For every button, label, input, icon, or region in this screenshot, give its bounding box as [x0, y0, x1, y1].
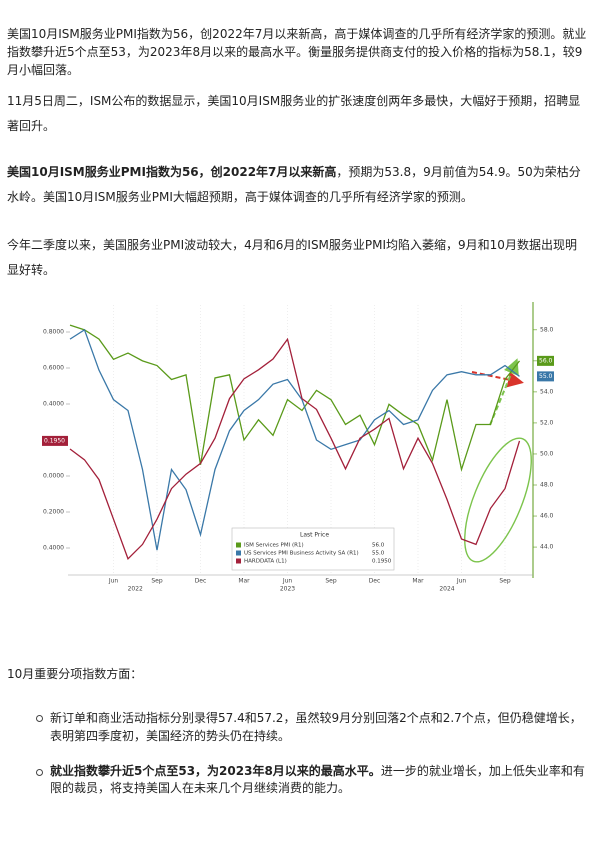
y-tick-label: 0.0000: [43, 473, 64, 480]
last-value-label: 55.0: [539, 373, 553, 380]
list-item: 就业指数攀升近5个点至53，为2023年8月以来的最高水平。进一步的就业增长，加…: [50, 763, 585, 797]
legend-title: Last Price: [300, 532, 329, 539]
x-tick-label: Mar: [238, 578, 250, 585]
y2-tick-label: 48.0: [540, 482, 554, 489]
series-line: [69, 337, 521, 560]
x-tick-label: Dec: [195, 578, 207, 585]
x-tick-label: Jun: [108, 578, 119, 585]
y2-tick-label: 50.0: [540, 450, 554, 457]
y2-tick-label: 52.0: [540, 419, 554, 426]
last-value-label: 56.0: [539, 357, 553, 364]
y-tick-label: 0.6000: [43, 365, 64, 372]
y2-tick-label: 46.0: [540, 513, 554, 520]
last-value-label: 0.1950: [44, 437, 65, 444]
x-tick-label: Jun: [456, 578, 467, 585]
legend-value: 0.1950: [372, 559, 392, 565]
arrow: [471, 371, 524, 388]
last-value-tag: [537, 355, 554, 366]
paragraph: 今年二季度以来，美国服务业PMI波动较大，4月和6月的ISM服务业PMI均陷入萎…: [7, 238, 577, 277]
last-value-tag: [537, 371, 554, 382]
y-tick-label: 0.4000: [43, 401, 64, 408]
year-label: 2024: [439, 586, 454, 593]
y2-tick-label: 54.0: [540, 388, 554, 395]
x-tick-label: Sep: [151, 578, 163, 585]
year-label: 2022: [128, 586, 143, 593]
legend-swatch: [236, 542, 241, 548]
legend-value: 55.0: [372, 551, 385, 557]
bold-text: 美国10月ISM服务业PMI指数为56，创2022年7月以来新高: [7, 165, 337, 179]
paragraph: 美国10月ISM服务业PMI指数为56，创2022年7月以来新高，高于媒体调查的…: [7, 27, 587, 77]
y2-tick-label: 44.0: [540, 544, 554, 551]
list-item: 新订单和商业活动指标分别录得57.4和57.2，虽然较9月分别回落2个点和2.7…: [50, 711, 582, 743]
legend-label: ISM Services PMI (R1): [244, 543, 304, 549]
y-tick-label: 0.4000: [43, 545, 64, 552]
legend-label: US Services PMI Business Activity SA (R1…: [244, 551, 359, 557]
legend-swatch: [236, 558, 241, 564]
paragraph: 11月5日周二，ISM公布的数据显示，美国10月ISM服务业的扩张速度创两年多最…: [7, 94, 581, 133]
bullet: [36, 769, 43, 776]
chart: 0.8000 0.6000 0.4000 0.0000 0.2000 0.4000 58.0…: [40, 298, 555, 598]
year-label: 2023: [280, 586, 295, 593]
x-tick-label: Sep: [499, 578, 511, 585]
legend-label: HARDDATA (L1): [244, 559, 287, 565]
last-value-tag: [42, 435, 68, 446]
x-tick-label: Dec: [369, 578, 381, 585]
x-tick-label: Sep: [325, 578, 337, 585]
legend-swatch: [236, 550, 241, 556]
x-tick-label: Jun: [282, 578, 293, 585]
y2-tick-label: 58.0: [540, 326, 554, 333]
bold-text: 就业指数攀升近5个点至53，为2023年8月以来的最高水平。: [50, 764, 381, 778]
legend-value: 56.0: [372, 543, 385, 549]
series-line: [69, 328, 520, 551]
y-tick-label: 0.8000: [43, 329, 64, 336]
legend-box: [231, 527, 395, 571]
bullet: [36, 715, 43, 722]
y-tick-label: 0.2000: [43, 509, 64, 516]
paragraph: 10月重要分项指数方面：: [7, 667, 143, 681]
series-line: [69, 324, 521, 473]
text: 进一步的就业增长，加上低失业率和有限的裁员，将支持美国人在未来几个月继续消费的能…: [50, 764, 585, 795]
text: ，预期为53.8，9月前值为54.9。50为荣枯分水岭。美国10月ISM服务业P…: [7, 165, 581, 204]
highlight-ellipse: [464, 437, 532, 563]
x-tick-label: Mar: [412, 578, 424, 585]
paragraph: 美国10月ISM服务业PMI指数为56，创2022年7月以来新高，预期为53.8…: [7, 160, 587, 210]
